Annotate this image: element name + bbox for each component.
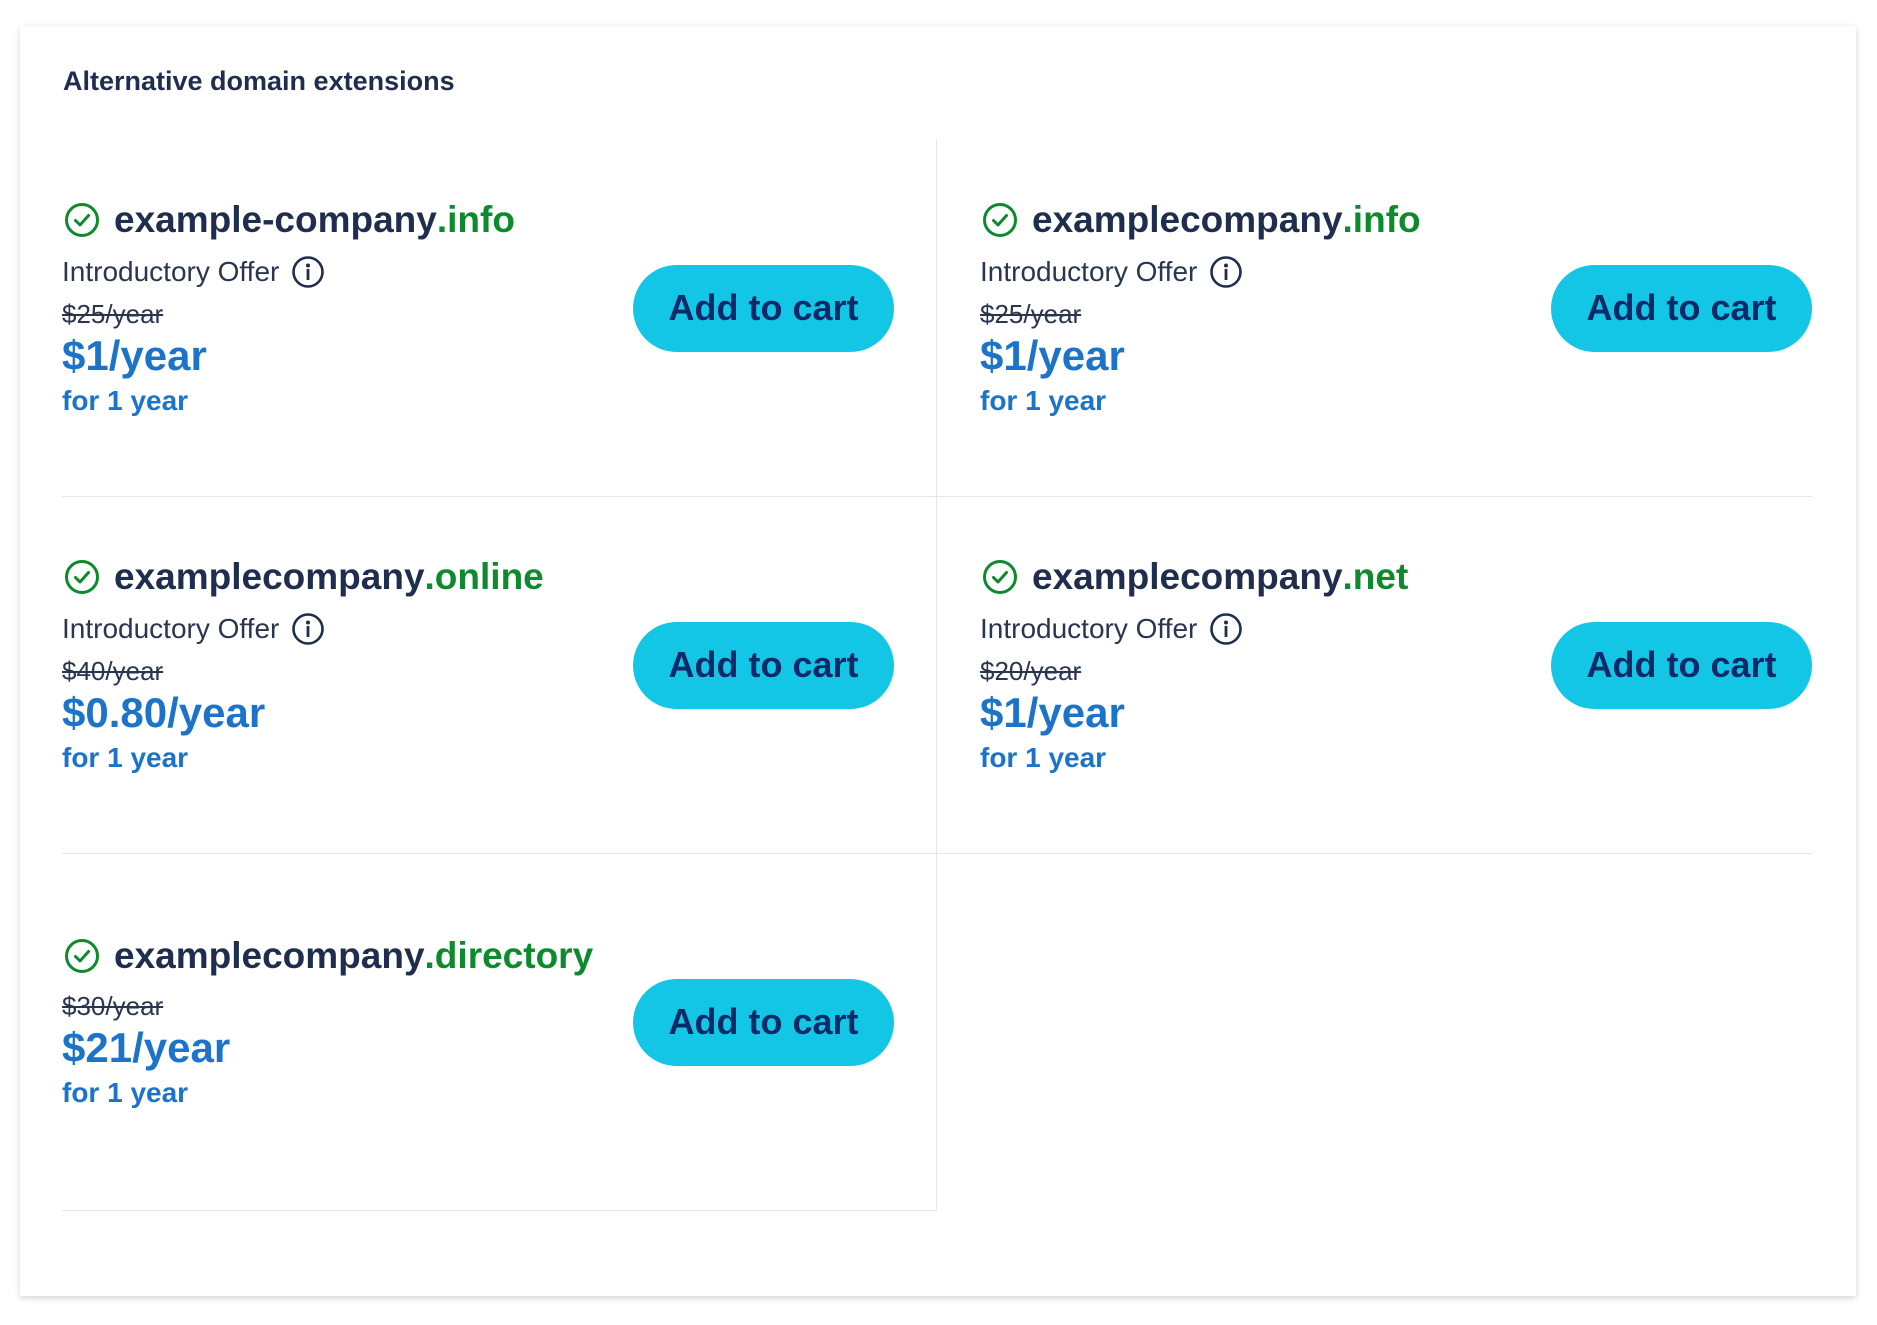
domain-card: example-company .info Introductory Offer … xyxy=(62,140,937,497)
price-term: for 1 year xyxy=(980,741,1107,773)
info-icon[interactable] xyxy=(291,612,325,646)
domain-card: examplecompany .online Introductory Offer… xyxy=(62,497,937,854)
introductory-offer-label: Introductory Offer xyxy=(62,613,280,645)
domain-base: examplecompany xyxy=(114,556,425,598)
domain-name: example-company .info xyxy=(62,199,515,241)
domain-grid: example-company .info Introductory Offer … xyxy=(62,140,1812,1211)
domain-info: examplecompany .net Introductory Offer $2… xyxy=(980,556,1408,773)
domain-base: examplecompany xyxy=(114,935,425,977)
info-icon[interactable] xyxy=(1209,612,1243,646)
domain-name: examplecompany .directory xyxy=(62,935,593,977)
domain-tld: .net xyxy=(1342,556,1409,598)
domain-info: examplecompany .directory $30/year $21/ye… xyxy=(62,935,593,1108)
domain-info: examplecompany .info Introductory Offer $… xyxy=(980,199,1421,416)
domain-name: examplecompany .net xyxy=(980,556,1408,598)
introductory-offer-label: Introductory Offer xyxy=(980,613,1198,645)
price-term: for 1 year xyxy=(62,1076,189,1108)
introductory-offer: Introductory Offer xyxy=(980,255,1421,289)
domain-card: examplecompany .info Introductory Offer $… xyxy=(937,140,1812,497)
add-to-cart-button[interactable]: Add to cart xyxy=(633,264,894,352)
price-term: for 1 year xyxy=(980,384,1107,416)
info-icon[interactable] xyxy=(291,255,325,289)
available-check-icon xyxy=(65,939,99,974)
original-price: $20/year xyxy=(980,656,1082,687)
domain-base: examplecompany xyxy=(1032,199,1343,241)
available-check-icon xyxy=(983,560,1017,595)
sale-price: $21/year xyxy=(62,1024,231,1072)
original-price: $40/year xyxy=(62,656,164,687)
introductory-offer: Introductory Offer xyxy=(980,612,1408,646)
available-check-icon xyxy=(65,203,99,238)
original-price: $25/year xyxy=(980,299,1082,330)
add-to-cart-button[interactable]: Add to cart xyxy=(1551,621,1812,709)
sale-price: $0.80/year xyxy=(62,689,266,737)
domain-info: examplecompany .online Introductory Offer… xyxy=(62,556,544,773)
domain-info: example-company .info Introductory Offer … xyxy=(62,199,515,416)
available-check-icon xyxy=(983,203,1017,238)
domain-card: examplecompany .net Introductory Offer $2… xyxy=(937,497,1812,854)
introductory-offer: Introductory Offer xyxy=(62,255,515,289)
info-icon[interactable] xyxy=(1209,255,1243,289)
domain-name: examplecompany .info xyxy=(980,199,1421,241)
section-title: Alternative domain extensions xyxy=(63,66,455,96)
sale-price: $1/year xyxy=(62,332,207,380)
domain-tld: .info xyxy=(436,199,515,241)
alternative-domains-panel: Alternative domain extensions example-co… xyxy=(20,26,1856,1296)
domain-tld: .online xyxy=(424,556,544,598)
sale-price: $1/year xyxy=(980,332,1125,380)
introductory-offer-label: Introductory Offer xyxy=(62,256,280,288)
price-term: for 1 year xyxy=(62,741,189,773)
domain-card: examplecompany .directory $30/year $21/ye… xyxy=(62,854,937,1211)
empty-cell xyxy=(937,854,1812,1211)
domain-tld: .directory xyxy=(424,935,594,977)
sale-price: $1/year xyxy=(980,689,1125,737)
price-term: for 1 year xyxy=(62,384,189,416)
domain-base: example-company xyxy=(114,199,437,241)
introductory-offer: Introductory Offer xyxy=(62,612,544,646)
introductory-offer-label: Introductory Offer xyxy=(980,256,1198,288)
original-price: $25/year xyxy=(62,299,164,330)
available-check-icon xyxy=(65,560,99,595)
domain-base: examplecompany xyxy=(1032,556,1343,598)
add-to-cart-button[interactable]: Add to cart xyxy=(633,621,894,709)
add-to-cart-button[interactable]: Add to cart xyxy=(633,978,894,1066)
add-to-cart-button[interactable]: Add to cart xyxy=(1551,264,1812,352)
domain-tld: .info xyxy=(1342,199,1421,241)
original-price: $30/year xyxy=(62,991,164,1022)
domain-name: examplecompany .online xyxy=(62,556,544,598)
